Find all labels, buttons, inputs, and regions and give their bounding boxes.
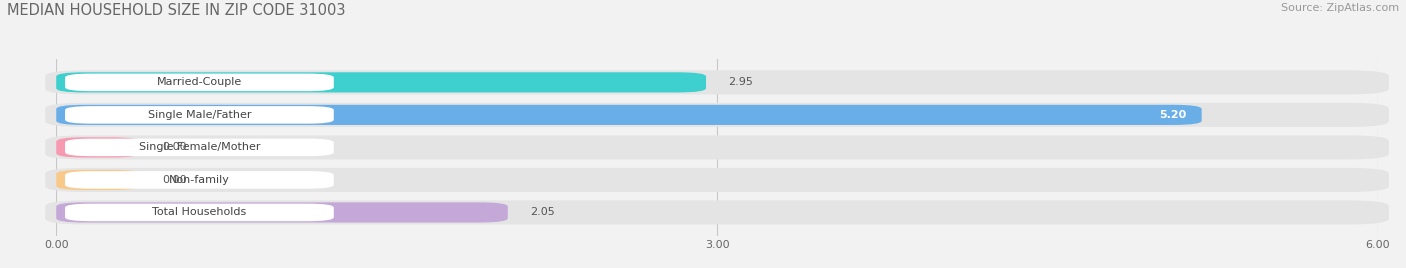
FancyBboxPatch shape <box>56 72 706 92</box>
Text: Single Male/Father: Single Male/Father <box>148 110 252 120</box>
Text: Source: ZipAtlas.com: Source: ZipAtlas.com <box>1281 3 1399 13</box>
FancyBboxPatch shape <box>65 204 333 221</box>
Text: Non-family: Non-family <box>169 175 229 185</box>
FancyBboxPatch shape <box>65 106 333 124</box>
Text: 5.20: 5.20 <box>1159 110 1187 120</box>
FancyBboxPatch shape <box>45 200 1389 225</box>
Text: Married-Couple: Married-Couple <box>157 77 242 87</box>
Text: 2.95: 2.95 <box>728 77 754 87</box>
Text: 0.00: 0.00 <box>162 142 187 152</box>
FancyBboxPatch shape <box>56 170 141 190</box>
Text: MEDIAN HOUSEHOLD SIZE IN ZIP CODE 31003: MEDIAN HOUSEHOLD SIZE IN ZIP CODE 31003 <box>7 3 346 18</box>
Text: Single Female/Mother: Single Female/Mother <box>139 142 260 152</box>
Text: 0.00: 0.00 <box>162 175 187 185</box>
FancyBboxPatch shape <box>56 202 508 222</box>
FancyBboxPatch shape <box>56 105 1202 125</box>
FancyBboxPatch shape <box>65 171 333 189</box>
FancyBboxPatch shape <box>45 103 1389 127</box>
FancyBboxPatch shape <box>65 139 333 156</box>
FancyBboxPatch shape <box>45 70 1389 94</box>
Text: 2.05: 2.05 <box>530 207 554 217</box>
Text: Total Households: Total Households <box>152 207 246 217</box>
FancyBboxPatch shape <box>45 168 1389 192</box>
FancyBboxPatch shape <box>56 137 141 158</box>
FancyBboxPatch shape <box>65 74 333 91</box>
FancyBboxPatch shape <box>45 135 1389 159</box>
